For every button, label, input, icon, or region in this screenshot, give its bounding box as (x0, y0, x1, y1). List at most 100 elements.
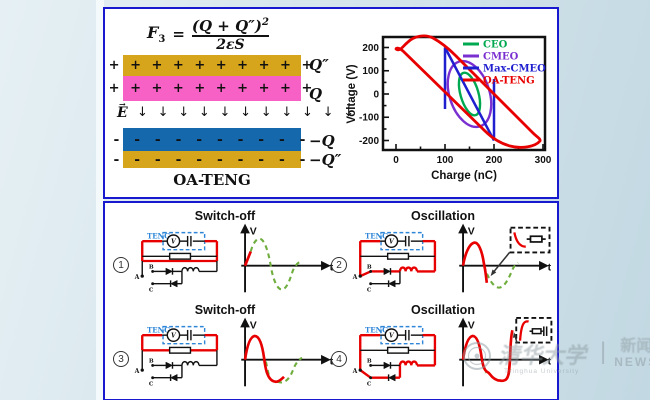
ceo-curve (457, 71, 482, 117)
resistor-icon (168, 252, 192, 260)
inset-pointer-line (491, 251, 511, 274)
circuit-unit-1: Switch-off 1 TENG (113, 207, 337, 301)
circuit-unit-2: Oscillation 2 TENG (331, 207, 555, 301)
voltmeter-icon (384, 234, 399, 248)
charge-label-q-top: Q″ (309, 56, 329, 74)
formula-fraction: (Q + Q″)2 2εS (191, 15, 269, 53)
node-c-dot (369, 282, 373, 286)
plus-charges-row: + + + + + + + + + + (108, 58, 316, 73)
discharge-inset (490, 226, 551, 277)
node-a-label: A (134, 274, 140, 281)
teng-label: TENG (147, 231, 170, 240)
legend-max-cmeo: Max-CMEO (483, 64, 546, 75)
red-loop (359, 333, 437, 379)
voltmeter-icon (166, 328, 181, 343)
unit-4-number: 4 (331, 351, 347, 367)
x-axis-title: Charge (nC) (431, 170, 497, 182)
unit-2-title: Oscillation (411, 209, 475, 223)
voltage-time-plot-1: V t (240, 223, 334, 293)
svg-text:200: 200 (362, 43, 379, 54)
top-panel: F3 = (Q + Q″)2 2εS + + + + + + + + + + +… (103, 7, 559, 199)
unit-3-number: 3 (113, 351, 129, 367)
electrode-stack: + + + + + + + + + + + + + + + + + + + + … (109, 55, 354, 168)
svg-text:100: 100 (362, 66, 379, 77)
fraction-bar (191, 35, 269, 37)
svg-text:100: 100 (437, 155, 454, 166)
capacitor-icon (404, 235, 410, 247)
oa-teng-curve (394, 34, 542, 149)
legend-cmeo: CMEO (483, 52, 519, 63)
output-curve (243, 334, 285, 384)
output-curve (461, 329, 514, 383)
legend-oa-teng: OA-TENG (483, 76, 535, 87)
watermark-news-cn: 新闻 (620, 338, 650, 355)
node-b-label: B (149, 265, 154, 271)
y-axis-ticks (383, 46, 389, 142)
v-axis-label: V (468, 226, 475, 237)
svg-text:V: V (171, 239, 177, 246)
inductor-icon (181, 266, 200, 272)
svg-text:300: 300 (535, 155, 552, 166)
red-loop (141, 239, 219, 263)
bottom-dielectric-layer: - - - - - - - - - - (114, 128, 306, 151)
bottom-electrode-layer: - - - - - - - - - - (114, 151, 306, 168)
wires (141, 240, 218, 285)
unit-4-title: Oscillation (411, 303, 475, 317)
electric-field-region: → E ↓ ↓ ↓ ↓ ↓ ↓ ↓ ↓ ↓ ↓ ↓ (117, 100, 354, 128)
minus-charges-row: - - - - - - - - - - (113, 131, 311, 148)
voltage-time-plot-4: V t (458, 316, 553, 387)
teng-label: TENG (147, 325, 170, 334)
force-formula: F3 = (Q + Q″)2 2εS (147, 15, 269, 53)
t-axis-label: t (548, 262, 552, 273)
unit-1-number: 1 (113, 257, 129, 273)
node-a-dot (358, 274, 362, 278)
watermark-divider: | (600, 338, 607, 365)
resistor-icon (386, 252, 410, 260)
unit-1-title: Switch-off (194, 209, 256, 223)
node-a-dot (140, 368, 144, 372)
svg-text:-100: -100 (359, 113, 379, 124)
rise-curve (518, 320, 530, 341)
bottom-panel: Switch-off 1 TENG (103, 201, 559, 400)
charge-label-neg-q: −Q (309, 132, 335, 150)
resistor-icon (386, 346, 410, 354)
node-b-label: B (367, 359, 372, 365)
unit-2-number: 2 (331, 257, 347, 273)
circuit-diagram-2: TENG V (352, 231, 437, 293)
voltmeter-icon (384, 328, 399, 343)
v-axis-label: V (468, 320, 475, 331)
node-b-dot (369, 269, 373, 273)
teng-label: TENG (365, 325, 388, 334)
wires (360, 240, 435, 285)
diode-c-icon (169, 279, 178, 288)
unit-3-title: Switch-off (194, 303, 256, 317)
e-vector-label: → E (117, 99, 128, 121)
resistor-icon (526, 235, 546, 243)
svg-text:200: 200 (486, 155, 503, 166)
circuit-diagram-3: TENG V (134, 325, 219, 387)
watermark-news-block: 新闻 NEWS (614, 338, 650, 369)
circuit-diagram-4: TENG V (352, 325, 437, 387)
node-c-dot (151, 376, 155, 380)
diode-b-icon (383, 267, 392, 276)
diode-c-icon (387, 373, 396, 382)
capacitor-icon (404, 329, 410, 341)
charge-label-neg-q-bottom: −Q″ (309, 151, 342, 169)
formula-numerator: (Q + Q″)2 (191, 17, 269, 35)
node-b-dot (151, 363, 155, 367)
diode-c-icon (387, 279, 396, 288)
x-tick-labels: 0 100 200 300 (393, 155, 552, 166)
charge-label-q: Q (309, 85, 323, 103)
node-a-label: A (352, 368, 358, 375)
red-loop (359, 239, 437, 278)
diode-b-icon (165, 267, 174, 276)
formula-denominator: 2εS (216, 37, 245, 53)
formula-lhs: F3 (147, 22, 166, 46)
svg-text:0: 0 (393, 155, 399, 166)
voltage-charge-chart: 200 100 0 -100 -200 0 100 200 300 Voltag… (346, 34, 552, 182)
voltmeter-icon (166, 234, 181, 248)
node-a-label: A (134, 368, 140, 375)
svg-text:0: 0 (373, 90, 379, 101)
chart-legend: CEO CMEO Max-CMEO OA-TENG (463, 40, 546, 87)
